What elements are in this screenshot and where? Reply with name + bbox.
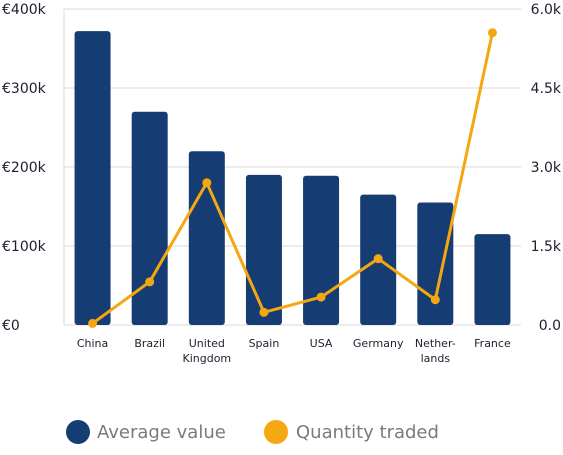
y-left-tick-label: €100k [2,239,47,255]
bars-average-value [74,31,511,326]
legend-swatch [264,420,288,444]
series-line [91,32,494,325]
legend-label: Average value [97,422,226,443]
x-axis-categories: China Brazil United Kingdom Spain USA Germany N… [77,337,511,365]
x-category-label: Nether-lands [415,337,456,365]
line-point [202,178,212,188]
line-point [259,307,269,317]
x-category-label: Brazil [134,337,165,350]
legend: Average value Quantity traded [66,420,439,444]
bar [303,175,340,325]
y-left-tick-label: €400k [2,2,47,18]
line-point [430,295,440,305]
y-left-tick-label: €300k [2,81,47,97]
x-category-label: United Kingdom [182,337,231,365]
legend-swatch [66,420,90,444]
line-point [316,292,326,302]
y-right-tick-label: 3.0k [531,160,562,176]
line-quantity-traded [88,28,497,328]
right-axis-ticks: 0.0 1.5k 3.0k 4.5k 6.0k [531,2,562,334]
x-category-label: Spain [249,337,280,350]
bar [131,111,168,325]
x-category-label: USA [310,337,333,350]
bar [417,202,454,325]
line-point [487,28,497,38]
left-axis-ticks: €0 €100k €200k €300k €400k [2,2,47,334]
legend-label: Quantity traded [296,422,439,443]
x-category-label: China [77,337,108,350]
bar [474,234,511,325]
line-point [145,277,155,287]
bar [245,174,282,325]
y-right-tick-label: 0.0 [539,318,561,334]
y-right-tick-label: 6.0k [531,2,562,18]
y-left-tick-label: €200k [2,160,47,176]
line-point [373,254,383,264]
y-left-tick-label: €0 [2,318,20,334]
line-point [88,318,98,328]
y-right-tick-label: 1.5k [531,239,562,255]
x-category-label: Germany [353,337,404,350]
x-category-label: France [474,337,511,350]
y-right-tick-label: 4.5k [531,81,562,97]
bar [74,31,111,326]
bar [188,151,225,325]
